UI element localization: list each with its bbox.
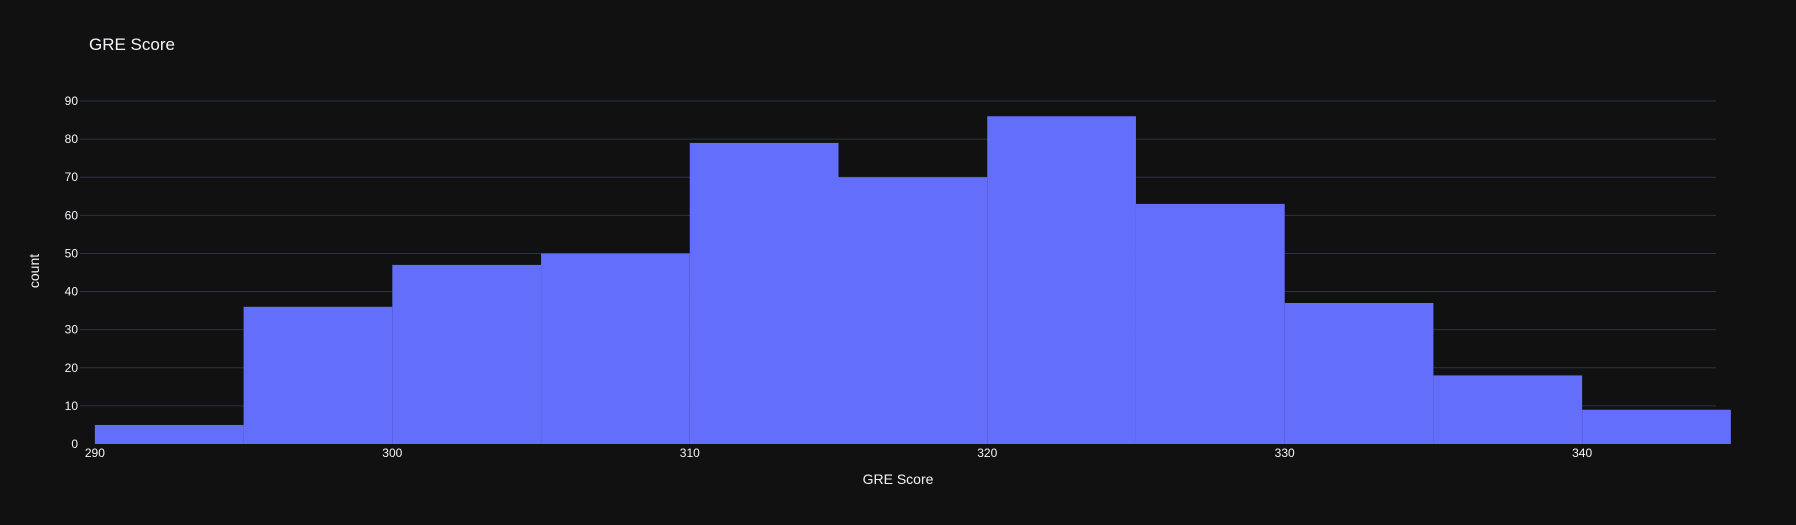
x-tick-label: 300 [382,446,402,460]
histogram-bar [689,142,839,444]
histogram-bar [541,253,690,444]
histogram-bar [987,116,1136,444]
x-tick-labels: 290 300 310 320 330 340 [85,446,1593,460]
y-tick-label: 20 [65,361,79,375]
y-tick-label: 80 [65,132,79,146]
histogram-bar [243,306,393,444]
x-tick-label: 310 [680,446,700,460]
y-tick-label: 40 [65,285,79,299]
chart-title: GRE Score [89,35,175,54]
histogram-bar [94,424,244,444]
y-tick-label: 60 [65,208,79,222]
x-axis-title: GRE Score [863,471,934,487]
histogram-bar [1433,375,1583,444]
y-tick-labels: 0 10 20 30 40 50 60 70 80 90 [65,94,79,451]
x-tick-label: 340 [1572,446,1592,460]
y-tick-label: 50 [65,246,79,260]
y-tick-label: 10 [65,399,79,413]
histogram-bars [94,116,1731,444]
histogram-bar [1284,302,1434,444]
histogram-bar [392,264,542,444]
y-tick-label: 30 [65,323,79,337]
x-tick-label: 330 [1275,446,1295,460]
y-axis-title: count [26,254,42,288]
y-tick-label: 0 [71,437,78,451]
y-tick-label: 70 [65,170,79,184]
histogram-bar [1582,409,1731,444]
histogram-bar [1135,203,1285,444]
x-tick-label: 320 [977,446,997,460]
x-tick-label: 290 [85,446,105,460]
histogram-bar [838,177,988,444]
y-tick-label: 90 [65,94,79,108]
